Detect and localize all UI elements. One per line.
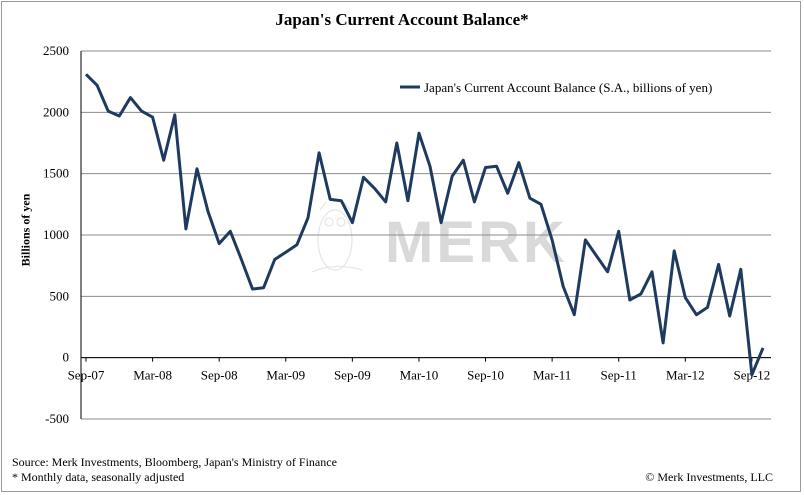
copyright: © Merk Investments, LLC [645, 470, 773, 484]
legend-label: Japan's Current Account Balance (S.A., b… [424, 80, 712, 95]
source-note: Source: Merk Investments, Bloomberg, Jap… [12, 455, 337, 469]
x-tick-label: Sep-10 [467, 368, 504, 383]
y-tick-label: 1500 [43, 166, 69, 181]
x-tick-label: Mar-09 [266, 368, 305, 383]
owl-logo-icon [311, 201, 363, 273]
monthly-note: * Monthly data, seasonally adjusted [12, 470, 185, 484]
x-tick-label: Sep-09 [334, 368, 371, 383]
x-tick-label: Mar-10 [400, 368, 439, 383]
watermark-text: MERK [385, 210, 568, 275]
merk-watermark: MERK [311, 201, 568, 275]
y-tick-label: 2000 [43, 104, 69, 119]
x-tick-label: Sep-08 [201, 368, 238, 383]
chart-title: Japan's Current Account Balance* [275, 10, 529, 29]
legend: Japan's Current Account Balance (S.A., b… [400, 80, 712, 95]
x-tick-label: Mar-12 [666, 368, 705, 383]
y-tick-label: 0 [63, 350, 70, 365]
y-tick-label: -500 [45, 411, 69, 426]
x-tick-label: Sep-11 [601, 368, 637, 383]
x-tick-label: Mar-08 [133, 368, 172, 383]
x-tick-label: Mar-11 [533, 368, 571, 383]
y-tick-label: 2500 [43, 43, 69, 58]
series-line [84, 73, 765, 377]
y-tick-label: 1000 [43, 227, 69, 242]
x-tick-label: Sep-07 [68, 368, 105, 383]
y-tick-label: 500 [50, 288, 70, 303]
footer-notes: Source: Merk Investments, Bloomberg, Jap… [12, 455, 337, 485]
